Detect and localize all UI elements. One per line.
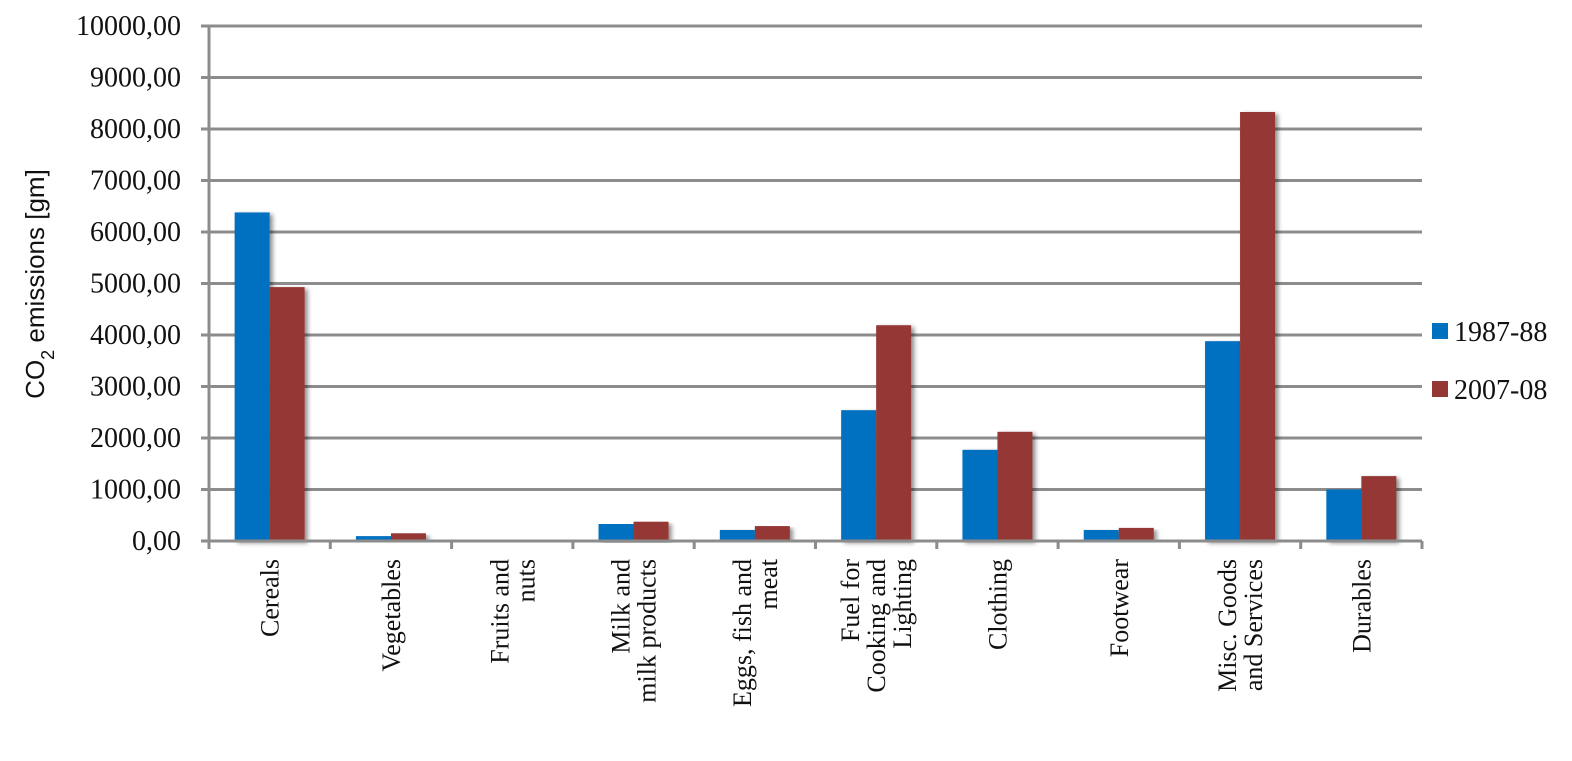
bar-1987-88: [1083, 529, 1119, 541]
bar-2007-08: [876, 325, 912, 541]
bar-1987-88: [1326, 489, 1362, 541]
category-label: Fruits andnuts: [485, 559, 540, 664]
bar-2007-08: [390, 533, 426, 541]
y-tick-label: 6000,00: [90, 217, 181, 248]
category-label-line: Lighting: [888, 559, 917, 649]
category-label-line: Eggs, fish and: [728, 559, 757, 707]
y-tick-label: 4000,00: [90, 320, 181, 351]
legend-label: 2007-08: [1454, 375, 1547, 406]
category-label-line: Footwear: [1105, 559, 1134, 658]
y-tick-label: 9000,00: [90, 63, 181, 94]
y-tick-label: 5000,00: [90, 269, 181, 300]
y-axis-ticks: 0,00 1000,00 2000,00 3000,00 4000,00 5000,00 6…: [76, 11, 209, 557]
bar-1987-88: [962, 449, 998, 541]
category-label-line: Clothing: [983, 559, 1012, 650]
category-label: Milk andmilk products: [607, 559, 662, 703]
x-axis-labels: Cereals Vegetables Fruits andnuts Milk andm…: [256, 558, 1377, 707]
y-tick-label: 1000,00: [90, 475, 181, 506]
legend-swatch: [1432, 381, 1448, 397]
bar-2007-08: [754, 526, 790, 541]
y-tick-label: 2000,00: [90, 423, 181, 454]
category-label: Durables: [1347, 559, 1376, 653]
category-label: Footwear: [1105, 559, 1134, 658]
y-tick-label: 8000,00: [90, 114, 181, 145]
y-tick-label: 0,00: [132, 526, 181, 557]
category-label-line: and Services: [1239, 559, 1268, 691]
y-axis-title: CO2 emissions [gm]: [20, 169, 58, 399]
category-label: Misc. Goodsand Services: [1213, 559, 1268, 692]
y-tick-label: 7000,00: [90, 166, 181, 197]
category-label-line: Durables: [1347, 559, 1376, 653]
bar-2007-08: [1118, 527, 1154, 541]
bar-2007-08: [269, 287, 305, 541]
bar-1987-88: [598, 524, 634, 541]
category-label-line: Vegetables: [377, 559, 406, 672]
category-label-line: Cereals: [256, 559, 285, 637]
legend-swatch: [1432, 323, 1448, 339]
bar-1987-88: [1205, 341, 1241, 541]
category-label: Vegetables: [377, 559, 406, 672]
category-label-line: Milk and: [607, 559, 636, 654]
bar-2007-08: [1361, 476, 1397, 541]
category-label: Cereals: [256, 559, 285, 637]
legend-label: 1987-88: [1454, 317, 1547, 348]
bar-2007-08: [1240, 112, 1276, 541]
y-tick-label: 10000,00: [76, 11, 181, 42]
gridlines: [209, 24, 1422, 491]
bar-1987-88: [234, 212, 270, 541]
bar-1987-88: [355, 536, 391, 541]
category-label-line: Fruits and: [485, 559, 514, 664]
category-label: Eggs, fish andmeat: [728, 558, 783, 707]
category-label: Fuel forCooking andLighting: [836, 559, 917, 693]
bars: [234, 112, 1397, 542]
category-label-line: Fuel for: [836, 559, 865, 642]
category-label-line: Cooking and: [862, 559, 891, 693]
category-label-line: meat: [754, 558, 783, 609]
axes: [207, 26, 1424, 549]
y-tick-label: 3000,00: [90, 372, 181, 403]
bar-1987-88: [841, 410, 877, 541]
category-label-line: Misc. Goods: [1213, 559, 1242, 692]
bar-2007-08: [997, 431, 1033, 541]
bar-2007-08: [633, 521, 669, 541]
bar-1987-88: [719, 529, 755, 541]
legend: 1987-88 2007-08: [1432, 317, 1547, 406]
category-label: Clothing: [983, 559, 1012, 650]
category-label-line: milk products: [633, 559, 662, 703]
category-label-line: nuts: [511, 559, 540, 602]
